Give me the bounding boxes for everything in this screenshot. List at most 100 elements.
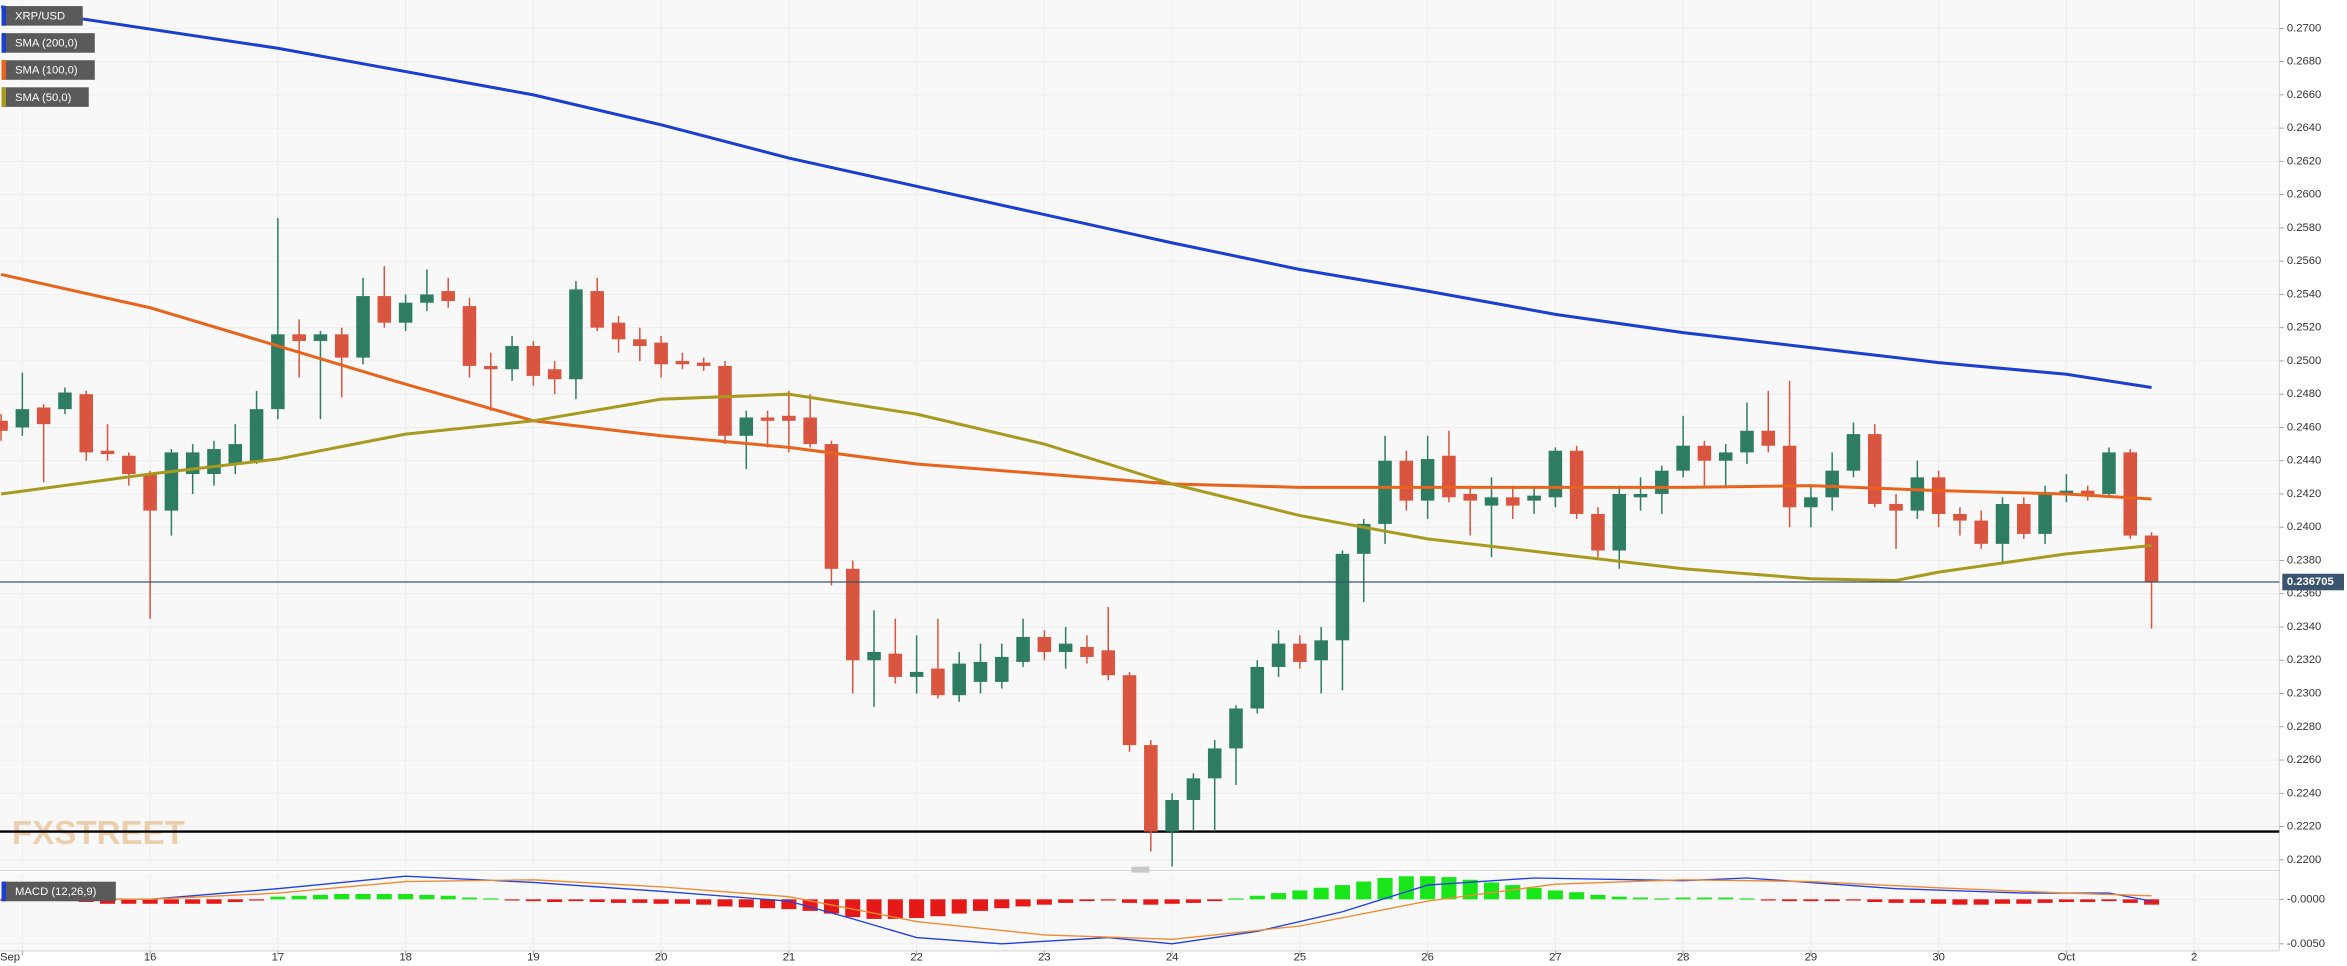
y-tick-label: 0.2600 (2287, 189, 2321, 201)
candle-body (1058, 643, 1073, 652)
candle-body (1442, 455, 1456, 498)
candle-body (760, 417, 775, 421)
macd-histogram-bar (2037, 899, 2053, 903)
x-tick-label: 23 (1038, 952, 1051, 964)
x-tick-label: Sep (0, 952, 20, 964)
candle-body (15, 409, 30, 428)
macd-histogram-bar (142, 899, 158, 904)
macd-histogram-bar (270, 896, 286, 900)
macd-histogram-bar (909, 899, 925, 919)
macd-histogram-bar (1888, 899, 1904, 903)
sma-line (0, 392, 2152, 582)
grid (0, 0, 2280, 951)
y-tick-label: 0.2480 (2287, 388, 2321, 400)
macd-histogram-bar (1973, 899, 1989, 905)
legend-box[interactable] (1, 33, 95, 53)
macd-histogram-bar (1292, 890, 1308, 900)
macd-histogram-bar (440, 895, 456, 900)
candle-body (1804, 497, 1818, 508)
macd-histogram-bar (504, 899, 520, 901)
macd-histogram-bar (1782, 899, 1798, 902)
macd-histogram-bar (1526, 887, 1542, 900)
candle-body (1910, 477, 1925, 511)
x-tick-label: 17 (272, 952, 285, 964)
candle-body (249, 409, 264, 461)
macd-histogram-bar (547, 899, 563, 902)
legend-swatch (1, 6, 7, 26)
macd-histogram-bar (760, 899, 776, 909)
candle-body (122, 455, 136, 475)
macd-histogram-bar (1824, 899, 1840, 902)
candle-body (1569, 450, 1584, 514)
candle-body (1229, 708, 1243, 749)
macd-histogram-bar (2101, 899, 2117, 902)
last-price-box (2282, 573, 2344, 591)
y-tick-label: -0.0050 (2287, 938, 2325, 950)
candle-body (1335, 553, 1350, 641)
y-tick-label: 0.2460 (2287, 421, 2321, 433)
legend-box[interactable] (1, 87, 89, 107)
legend-label: SMA (200,0) (15, 38, 78, 50)
macd-histogram-bar (611, 899, 627, 903)
legend-box[interactable] (1, 6, 83, 26)
macd-histogram-bar (1122, 899, 1138, 903)
panel-resize-handle[interactable] (1131, 866, 1150, 873)
macd-histogram-bar (1718, 897, 1734, 900)
macd-histogram-bar (1505, 885, 1521, 900)
candle-body (1186, 778, 1201, 800)
x-tick-label: 29 (1805, 952, 1818, 964)
y-tick-label: 0.2440 (2287, 455, 2321, 467)
y-tick-label: 0.2680 (2287, 56, 2321, 68)
y-tick-label: 0.2640 (2287, 122, 2321, 134)
plot (0, 5, 2280, 945)
macd-histogram-bar (823, 899, 839, 914)
candle-body (100, 450, 115, 455)
candle-body (1867, 434, 1882, 504)
candle-body (377, 296, 392, 323)
candle-body (2144, 535, 2159, 583)
macd-histogram-bar (376, 893, 392, 900)
y-tick-label: 0.2360 (2287, 588, 2321, 600)
macd-histogram-bar (2122, 899, 2138, 903)
candle-body (164, 452, 179, 511)
candle-body (675, 360, 690, 365)
x-tick-label: 30 (1932, 952, 1945, 964)
candle-body (1953, 513, 1967, 521)
legend-box[interactable] (1, 881, 116, 902)
candle-body (1697, 445, 1712, 461)
candle-body (633, 339, 647, 346)
candle-body (1825, 470, 1839, 498)
candle-body (909, 671, 924, 677)
candle-body (1144, 745, 1158, 832)
macd-histogram-bar (1845, 899, 1861, 901)
x-tick-label: 20 (655, 952, 668, 964)
candle-body (1718, 452, 1733, 461)
legend-label: SMA (50,0) (15, 92, 72, 104)
y-tick-label: 0.2520 (2287, 322, 2321, 334)
legend-box[interactable] (1, 60, 95, 80)
y-tick-label: 0.2220 (2287, 821, 2321, 833)
candle-body (2038, 493, 2052, 534)
candle-body (718, 365, 732, 436)
candle-body (2017, 503, 2031, 534)
y-tick-label: 0.2280 (2287, 721, 2321, 733)
macd-histogram-bar (1590, 894, 1606, 900)
x-tick-label: 28 (1677, 952, 1690, 964)
y-tick-label: 0.2620 (2287, 155, 2321, 167)
macd-histogram-bar (1207, 899, 1223, 902)
candle-body (2059, 490, 2074, 494)
candle-body (611, 322, 626, 340)
macd-histogram-bar (568, 899, 584, 902)
candle-body (1314, 640, 1328, 661)
legend-swatch (1, 87, 7, 107)
y-tick-label: 0.2320 (2287, 654, 2321, 666)
macd-histogram-bar (1079, 899, 1095, 902)
macd-histogram-bar (1994, 899, 2011, 904)
y-tick-label: 0.2540 (2287, 288, 2321, 300)
candle-body (1846, 434, 1861, 471)
macd-histogram-bar (1696, 897, 1712, 900)
y-tick-label: 0.2420 (2287, 488, 2321, 500)
macd-histogram-bar (1441, 877, 1457, 900)
macd-histogram-bar (994, 899, 1010, 909)
macd-histogram-bar (185, 899, 201, 904)
